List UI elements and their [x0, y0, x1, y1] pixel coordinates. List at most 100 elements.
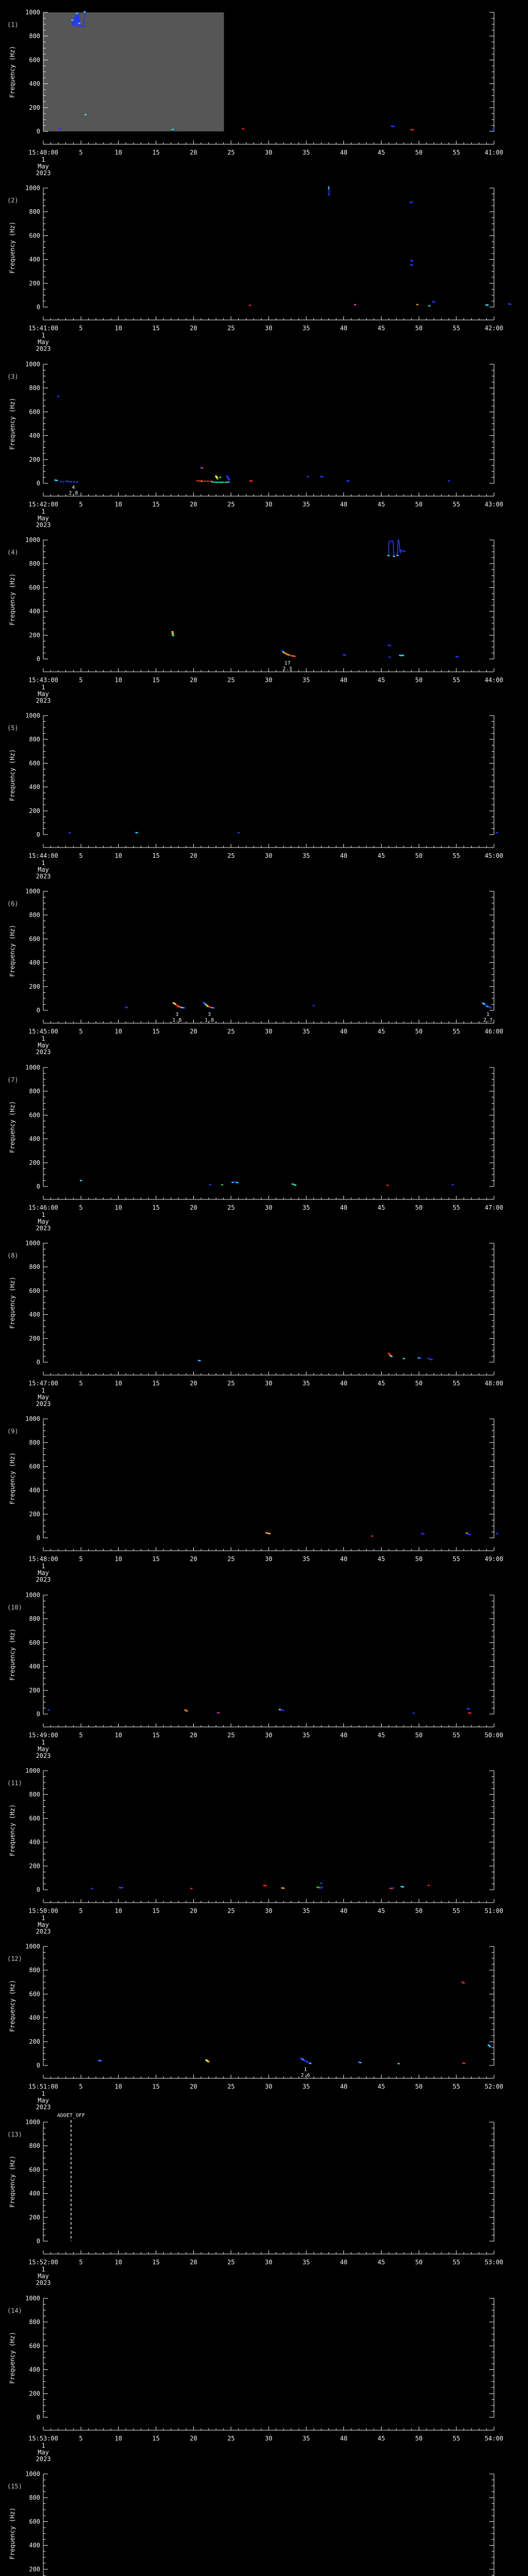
detection-mark [278, 1708, 281, 1710]
detection-mark [397, 2063, 400, 2064]
x-tick-label: 30 [265, 1204, 272, 1211]
x-tick-label: 40 [340, 1907, 347, 1914]
y-tick-label: 400 [29, 1135, 40, 1142]
y-tick-label: 400 [29, 959, 40, 967]
x-tick-label: 35 [303, 2083, 310, 2090]
detection-mark [389, 645, 391, 647]
detection-mark [320, 476, 322, 477]
detection-mark [265, 1532, 268, 1534]
x-tick-label: 10 [114, 2259, 122, 2266]
y-tick-label: 1000 [25, 1591, 40, 1599]
date-line: 2023 [36, 345, 51, 351]
x-tick-label: 45 [377, 676, 385, 684]
x-tick-label: 20 [190, 1555, 197, 1563]
y-tick-label: 0 [37, 1007, 40, 1014]
detection-mark [283, 652, 286, 654]
x-tick-label: 50 [415, 1028, 422, 1035]
panel-number-label: (1) [7, 21, 19, 28]
date-line: 2023 [36, 873, 51, 879]
detection-mark [392, 555, 395, 557]
detection-mark [342, 654, 345, 656]
detection-mark [321, 476, 324, 478]
x-start-time-label: 15:44:00 [28, 852, 58, 859]
x-tick-label: 55 [453, 2083, 460, 2090]
detection-mark [469, 1534, 471, 1536]
detection-mark [283, 1887, 285, 1889]
date-line: 1 [41, 2266, 45, 2273]
detection-mark [388, 656, 391, 658]
date-line: 2023 [36, 1928, 51, 1934]
detection-mark [433, 301, 436, 303]
detection-mark [179, 1006, 182, 1008]
detection-mark [357, 2061, 360, 2063]
detection-mark [216, 481, 218, 483]
detection-mark [206, 1005, 208, 1007]
x-start-time-label: 15:47:00 [28, 1380, 58, 1387]
detection-mark [421, 1533, 423, 1535]
x-tick-label: 5 [79, 852, 82, 859]
detection-mark [389, 1887, 391, 1889]
x-tick-label: 55 [453, 1907, 460, 1914]
x-tick-label: 15 [152, 1380, 159, 1387]
y-tick-label: 400 [29, 2014, 40, 2022]
detection-mark [422, 1533, 425, 1535]
x-start-time-label: 15:52:00 [28, 2259, 58, 2266]
detection-mark [199, 480, 201, 482]
y-tick-label: 200 [29, 1686, 40, 1693]
x-tick-label: 40 [340, 1380, 347, 1387]
detection-mark [294, 1184, 296, 1186]
date-line: 1 [41, 1563, 45, 1570]
detection-mark [319, 1887, 322, 1889]
x-tick-label: 10 [114, 1028, 122, 1035]
x-tick-label: 20 [190, 325, 197, 332]
x-tick-label: 30 [265, 2435, 272, 2442]
detection-mark [488, 2045, 491, 2047]
x-tick-label: 30 [265, 325, 272, 332]
x-tick-label: 10 [114, 501, 122, 508]
detection-mark [282, 651, 285, 653]
x-tick-label: 10 [114, 852, 122, 859]
date-line: 2023 [36, 2455, 51, 2462]
x-tick-label: 55 [453, 676, 460, 684]
detection-mark [432, 301, 434, 303]
detection-mark [197, 1360, 200, 1361]
detection-trace [71, 11, 86, 28]
date-line: 1 [41, 1035, 45, 1042]
detection-mark [207, 2061, 210, 2063]
x-end-time-label: 45:00 [485, 852, 503, 859]
date-line: 2023 [36, 1225, 51, 1231]
detection-mark [312, 1005, 315, 1007]
x-tick-label: 10 [114, 325, 122, 332]
detection-mark [173, 129, 175, 130]
detection-mark [402, 1886, 404, 1888]
y-tick-label: 1000 [25, 361, 40, 368]
detection-mark [236, 1181, 238, 1183]
x-tick-label: 45 [377, 852, 385, 859]
y-axis-title: Frequency (Hz) [9, 1629, 16, 1681]
detection-mark [205, 1004, 208, 1006]
detection-mark [411, 260, 414, 262]
y-tick-label: 0 [37, 303, 40, 311]
detection-mark [496, 1533, 498, 1535]
detection-mark [76, 12, 78, 14]
x-start-time-label: 15:42:00 [28, 501, 58, 508]
detection-mark [71, 19, 74, 21]
x-tick-label: 50 [415, 2259, 422, 2266]
x-tick-label: 5 [79, 676, 82, 684]
date-line: 1 [41, 1211, 45, 1218]
detection-mark [212, 1007, 215, 1009]
date-line: 2023 [36, 521, 51, 528]
y-tick-label: 800 [29, 560, 40, 567]
detection-mark [306, 2061, 309, 2063]
x-tick-label: 35 [303, 501, 310, 508]
detection-mark [75, 481, 78, 483]
x-tick-label: 10 [114, 1380, 122, 1387]
y-axis-title: Frequency (Hz) [9, 1980, 16, 2032]
detection-mark [400, 1886, 403, 1888]
x-tick-label: 30 [265, 2259, 272, 2266]
detection-mark [419, 1357, 422, 1359]
x-tick-label: 55 [453, 149, 460, 156]
date-line: May [38, 515, 49, 522]
detection-mark [225, 481, 227, 483]
detection-mark [172, 1002, 175, 1004]
